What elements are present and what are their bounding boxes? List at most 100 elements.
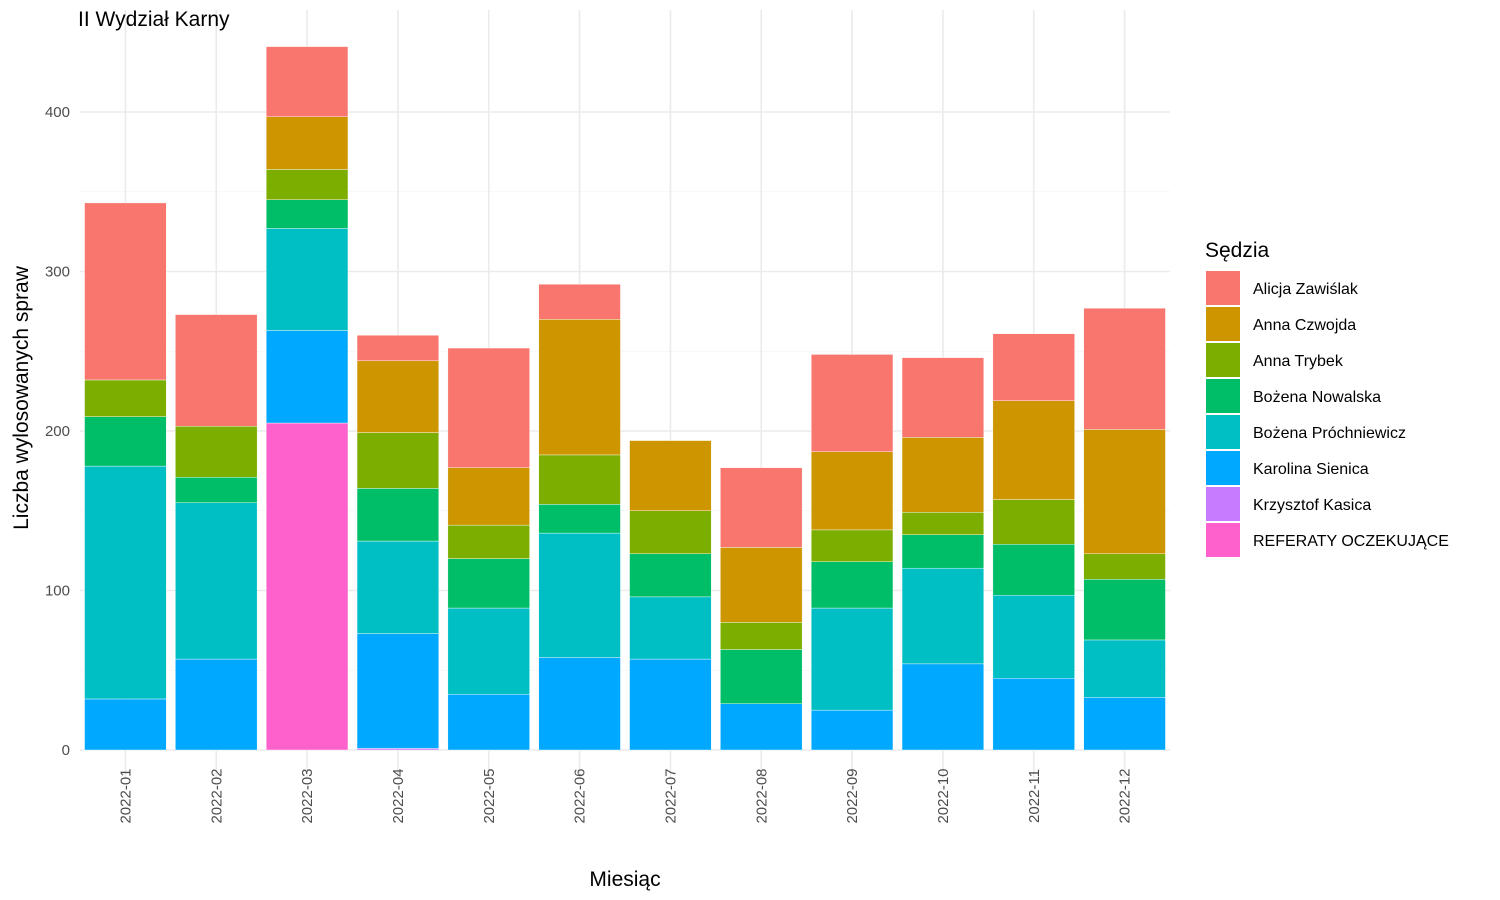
x-tick-label: 2022-10 — [935, 768, 952, 823]
bar-segment — [1083, 579, 1166, 641]
x-tick-label: 2022-06 — [572, 768, 589, 823]
bar-segment — [447, 347, 530, 468]
bar-segment — [901, 663, 984, 751]
bar-segment — [356, 633, 439, 749]
bar-segment — [356, 540, 439, 634]
legend-swatch — [1206, 379, 1240, 413]
bar-segment — [629, 553, 712, 598]
bar-segment — [1083, 307, 1166, 430]
bar-segment — [84, 698, 167, 751]
bar-segment — [538, 319, 621, 456]
x-tick-label: 2022-11 — [1026, 769, 1043, 823]
legend-swatch — [1206, 415, 1240, 449]
y-axis-ticks: 0 100 200 300 400 — [45, 104, 70, 759]
bar-segment — [84, 416, 167, 467]
bar-segment — [356, 488, 439, 542]
legend-swatch — [1206, 343, 1240, 377]
legend-title: Sędzia — [1205, 239, 1270, 262]
legend-label: REFERATY OCZEKUJĄCE — [1253, 533, 1449, 550]
bar-segment — [992, 499, 1075, 545]
bar-segment — [720, 622, 803, 650]
x-tick-label: 2022-12 — [1117, 768, 1134, 823]
bar-segment — [538, 532, 621, 658]
x-axis-ticks: 2022-01 2022-02 2022-03 2022-04 2022-05 2022-… — [117, 768, 1133, 823]
y-tick-label: 100 — [45, 583, 70, 600]
bar-segment — [1083, 429, 1166, 555]
bar-segment — [175, 477, 258, 503]
x-tick-label: 2022-08 — [753, 768, 770, 823]
bar-segment — [266, 330, 349, 424]
x-tick-label: 2022-07 — [662, 768, 679, 823]
bar-segment — [356, 360, 439, 433]
bar-segment — [447, 524, 530, 559]
bar-segment — [992, 544, 1075, 596]
bar-segment — [266, 116, 349, 170]
legend-label: Alicja Zawiślak — [1253, 281, 1359, 298]
y-tick-label: 400 — [45, 104, 70, 121]
bar-segment — [720, 649, 803, 704]
bar-segment — [811, 354, 894, 452]
bar-segment — [447, 558, 530, 609]
bar-segment — [84, 202, 167, 381]
bars-layer — [84, 46, 1166, 751]
bar-segment — [901, 534, 984, 569]
bar-segment — [720, 467, 803, 548]
bar-segment — [266, 228, 349, 331]
bar-segment — [266, 46, 349, 117]
bar-segment — [901, 567, 984, 665]
x-tick-label: 2022-04 — [390, 768, 407, 823]
legend-label: Bożena Próchniewicz — [1253, 425, 1406, 442]
bar-segment — [356, 432, 439, 489]
bar-segment — [811, 451, 894, 531]
bar-segment — [720, 703, 803, 751]
legend-swatch — [1206, 271, 1240, 305]
legend-label: Krzysztof Kasica — [1253, 497, 1371, 514]
bar-segment — [629, 510, 712, 555]
bar-segment — [992, 400, 1075, 500]
bar-segment — [538, 504, 621, 534]
bar-segment — [901, 357, 984, 438]
legend-swatch — [1206, 487, 1240, 521]
y-tick-label: 0 — [62, 742, 70, 759]
bar-segment — [1083, 639, 1166, 698]
legend-swatch — [1206, 451, 1240, 485]
bar-segment — [175, 658, 258, 751]
bar-segment — [811, 529, 894, 562]
bar-segment — [84, 379, 167, 417]
bar-segment — [629, 440, 712, 511]
bar-segment — [84, 465, 167, 700]
legend-label: Bożena Nowalska — [1253, 389, 1381, 406]
bar-segment — [1083, 697, 1166, 751]
bar-segment — [175, 426, 258, 478]
y-axis-title: Liczba wylosowanych spraw — [10, 265, 33, 530]
bar-segment — [266, 169, 349, 200]
bar-segment — [447, 467, 530, 526]
bar-segment — [901, 512, 984, 535]
bar-segment — [811, 561, 894, 609]
bar-segment — [992, 333, 1075, 401]
bar-segment — [538, 454, 621, 505]
bar-segment — [992, 595, 1075, 679]
legend-swatch — [1206, 523, 1240, 557]
x-tick-label: 2022-09 — [844, 768, 861, 823]
bar-segment — [720, 547, 803, 623]
bar-segment — [175, 502, 258, 660]
chart-title: II Wydział Karny — [78, 8, 230, 31]
bar-segment — [901, 437, 984, 513]
bar-segment — [356, 335, 439, 362]
bar-segment — [629, 596, 712, 660]
x-tick-label: 2022-01 — [117, 768, 134, 823]
bar-segment — [356, 748, 439, 751]
y-tick-label: 200 — [45, 423, 70, 440]
bar-segment — [175, 314, 258, 427]
bar-segment — [992, 678, 1075, 751]
legend-label: Karolina Sienica — [1253, 461, 1369, 478]
x-tick-label: 2022-05 — [481, 768, 498, 823]
x-tick-label: 2022-02 — [208, 768, 225, 823]
legend: Sędzia Alicja Zawiślak Anna Czwojda Anna T… — [1205, 239, 1449, 557]
legend-label: Anna Czwojda — [1253, 317, 1356, 334]
bar-segment — [811, 607, 894, 711]
bar-segment — [1083, 553, 1166, 580]
bar-segment — [266, 199, 349, 229]
x-axis-title: Miesiąc — [589, 868, 660, 891]
